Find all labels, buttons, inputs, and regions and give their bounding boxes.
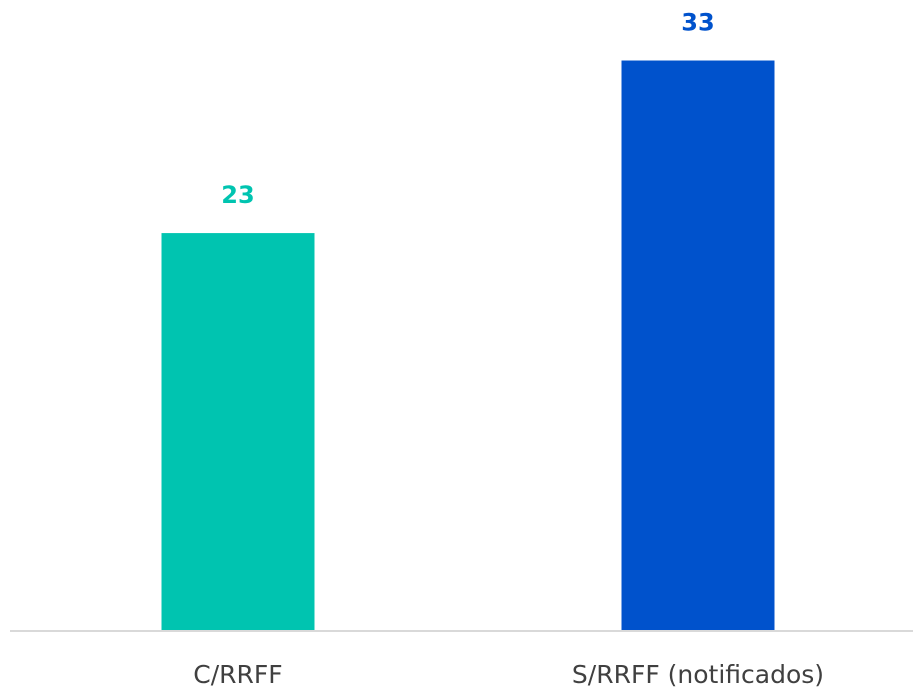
value-label: 23 <box>221 181 254 209</box>
x-tick-label: C/RRFF <box>193 660 282 689</box>
value-label: 33 <box>681 9 714 37</box>
x-tick-label: S/RRFF (notificados) <box>572 660 824 689</box>
bar <box>161 233 315 631</box>
bar <box>621 60 775 631</box>
